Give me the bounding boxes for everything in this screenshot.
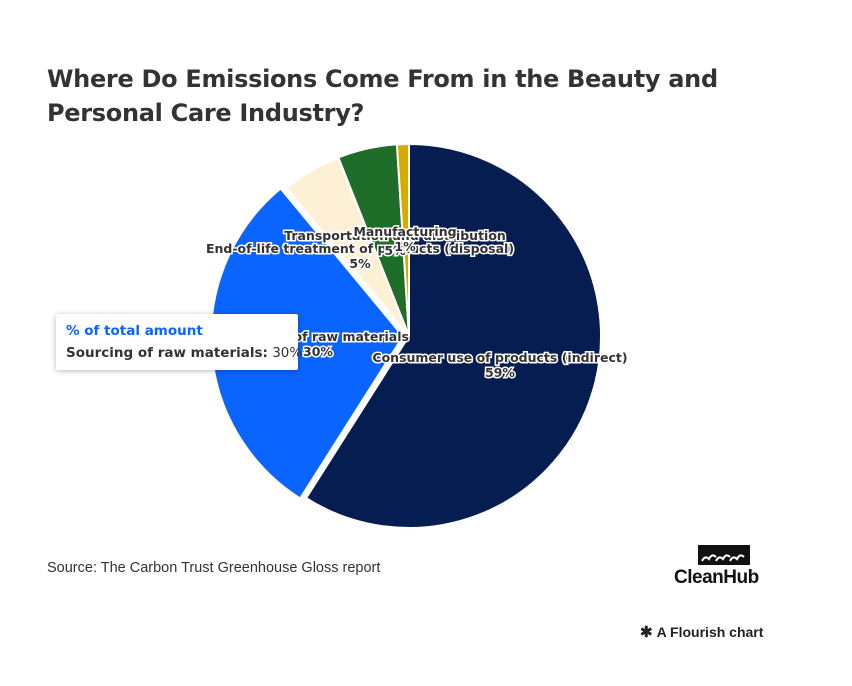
slice-label-5: Manufacturing 1% <box>353 224 456 254</box>
slice-label-1: Consumer use of products (indirect) 59% <box>372 350 627 380</box>
tooltip-label: Sourcing of raw materials: <box>66 345 268 361</box>
chart-title: Where Do Emissions Come From in the Beau… <box>47 65 718 127</box>
tooltip-title: % of total amount <box>66 323 203 339</box>
pie-slice-1[interactable] <box>305 143 602 529</box>
source-note: Source: The Carbon Trust Greenhouse Glos… <box>47 560 381 576</box>
cleanhub-logo[interactable]: CleanHub <box>674 545 774 595</box>
slice-label-4: Transportation and distribution 5% <box>284 228 506 258</box>
tooltip-value: 30% <box>272 345 303 361</box>
flourish-credit[interactable]: ✱ A Flourish chart <box>640 623 763 641</box>
flourish-text: A Flourish chart <box>656 624 764 640</box>
slice-label-3: End-of-life treatment of products (dispo… <box>206 241 514 271</box>
asterisk-icon: ✱ <box>640 624 653 641</box>
pie-slice-5[interactable] <box>395 143 410 337</box>
tooltip: % of total amount Sourcing of raw materi… <box>56 314 302 370</box>
tooltip-row: Sourcing of raw materials: 30% <box>66 345 302 361</box>
waves-icon <box>698 545 750 565</box>
logo-text: CleanHub <box>674 567 759 588</box>
